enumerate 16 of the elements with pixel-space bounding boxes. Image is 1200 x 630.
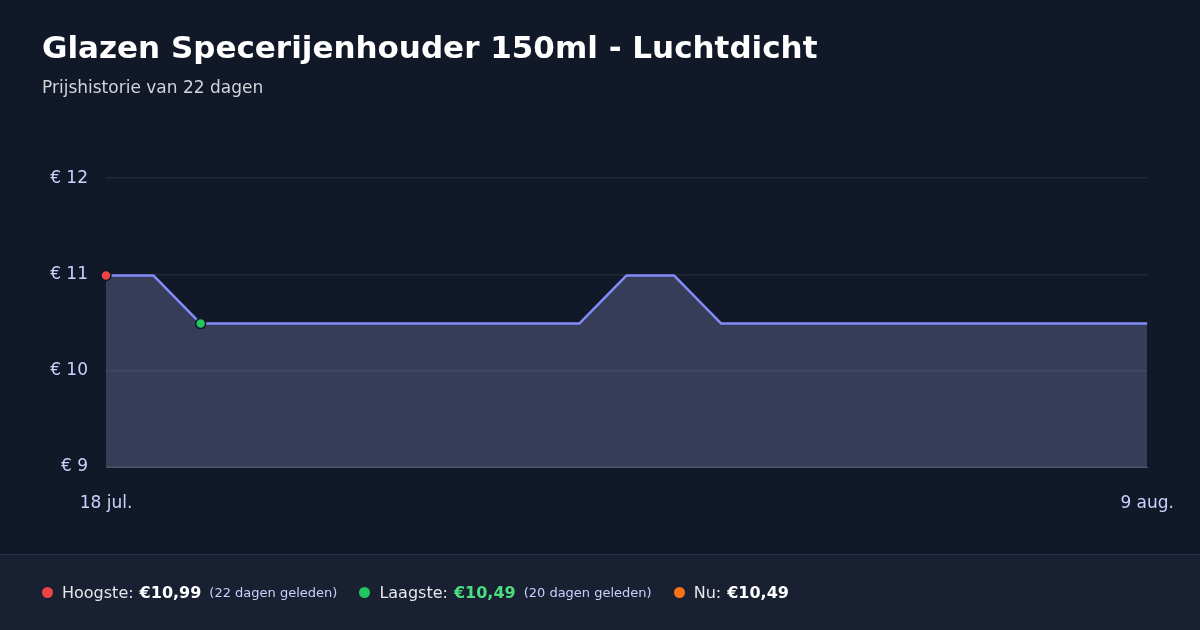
y-tick-label: € 11 <box>50 262 88 283</box>
x-tick-label: 9 aug. <box>1120 491 1174 512</box>
text: Hoogste: <box>62 583 134 602</box>
x-tick-label: 18 jul. <box>79 491 133 512</box>
text: Nu: <box>693 583 722 602</box>
text: €10,99 <box>139 583 202 602</box>
text: (22 dagen geleden) <box>209 585 338 600</box>
text: Laagste: <box>379 583 448 602</box>
y-tick-label: € 10 <box>50 359 88 380</box>
y-tick-label: € 9 <box>60 455 88 476</box>
y-tick-label: € 12 <box>50 166 88 187</box>
text: (20 dagen geleden) <box>523 585 652 600</box>
text: €10,49 <box>727 583 789 602</box>
chart-title: Glazen Specerijenhouder 150ml - Luchtdicht <box>42 28 818 66</box>
text: €10,49 <box>453 583 516 602</box>
chart-subtitle: Prijshistorie van 22 dagen <box>42 76 264 98</box>
